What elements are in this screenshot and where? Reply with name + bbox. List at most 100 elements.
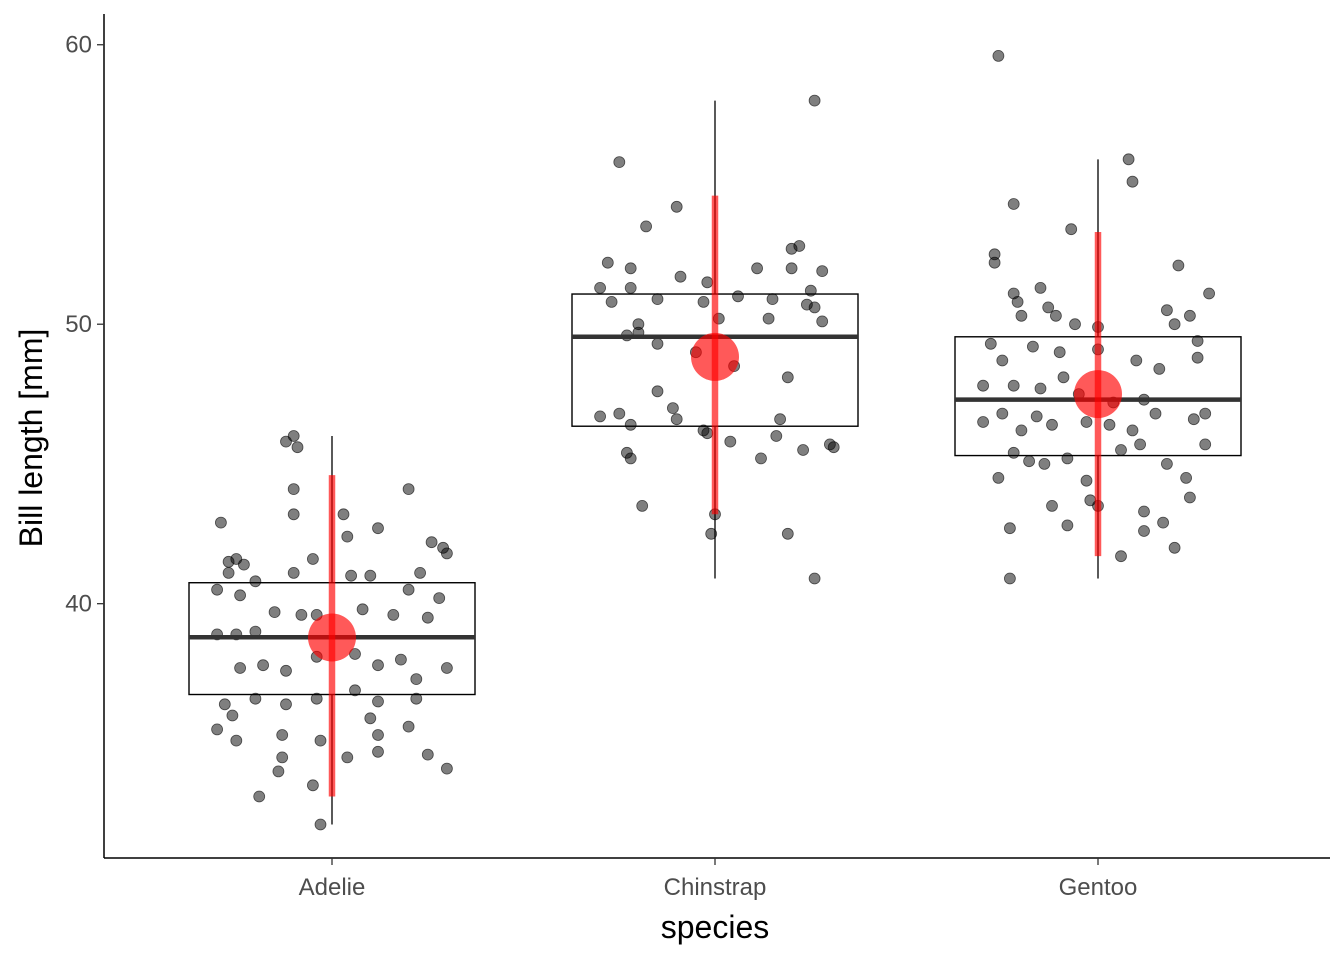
data-point [1034,382,1047,395]
data-point [697,295,710,308]
data-point [306,553,319,565]
data-point [1191,335,1204,347]
y-tick-label: 50 [65,311,92,338]
data-point [410,692,423,705]
data-point [402,483,415,496]
data-point [402,720,415,733]
data-point [410,673,423,685]
data-point [674,270,687,283]
data-point [1203,287,1215,300]
data-point [1007,446,1020,459]
mean-point [691,332,739,381]
data-point [421,611,434,624]
data-point [594,410,606,423]
data-point [605,295,618,308]
data-point [785,262,798,275]
data-point [440,662,453,674]
data-point [774,413,786,426]
y-axis-title: Bill length [mm] [13,329,49,548]
data-point [984,337,997,350]
axes-layer [103,14,1330,859]
data-point [701,427,714,440]
data-point [272,765,285,778]
data-point [226,709,239,722]
data-point [440,762,453,775]
data-point [816,315,829,328]
data-point [364,712,377,725]
data-point [988,256,1001,269]
data-point [214,516,227,529]
data-point [636,499,649,512]
data-point [667,402,679,415]
data-point [372,659,384,672]
data-point [249,575,262,588]
data-point [364,569,377,582]
data-point [624,452,637,465]
mean-sd-layer [308,195,1122,797]
data-point [1115,444,1127,456]
data-point [372,695,384,708]
x-tick-label: Adelie [299,874,366,901]
data-point [234,589,247,602]
data-point [440,547,453,560]
data-point [977,416,989,428]
data-point [624,262,637,275]
data-point [230,734,243,747]
data-point [372,729,384,741]
data-point [724,435,737,448]
data-point [349,684,361,697]
data-point [1065,223,1078,236]
data-point [387,609,400,621]
data-point [785,242,798,255]
data-point [249,692,262,705]
data-point [356,603,369,616]
data-point [613,407,626,420]
jitter-points-layer [211,50,1215,831]
data-point [287,430,300,442]
data-point [651,337,664,350]
data-point [670,413,683,426]
data-point [1157,516,1169,529]
data-point [751,262,763,275]
data-point [1138,525,1150,537]
data-point [310,692,323,705]
data-point [781,527,794,540]
data-point [1130,354,1143,367]
data-point [1027,340,1039,353]
data-point [1004,572,1016,585]
data-point [755,452,767,465]
data-point [218,698,231,711]
data-point [827,441,840,454]
data-point [414,567,427,579]
data-point [1023,455,1035,468]
data-point [287,567,300,579]
data-point [1007,379,1020,392]
data-point [402,583,415,596]
data-point [1103,418,1116,431]
data-point [372,745,384,758]
data-point [295,609,308,621]
data-point [1199,407,1212,420]
ticks-layer: 40 50 60 Adelie Chinstrap Gentoo [65,32,1137,901]
data-point [781,371,794,384]
data-point [996,354,1009,367]
data-point [992,471,1005,484]
data-point [651,385,664,398]
data-point [766,293,779,306]
x-tick-label: Gentoo [1059,874,1138,901]
data-point [1184,309,1196,322]
data-point [1061,519,1074,532]
data-point [1069,318,1081,331]
data-point [1057,371,1070,384]
data-point [1080,474,1093,487]
data-point [1080,416,1093,428]
data-point [421,748,434,761]
data-point [280,664,292,677]
data-point [211,583,224,596]
data-point [992,50,1005,62]
data-point [345,569,358,582]
data-point [1015,309,1028,322]
data-point [770,430,783,442]
data-point [341,751,354,764]
data-point [1149,407,1162,420]
